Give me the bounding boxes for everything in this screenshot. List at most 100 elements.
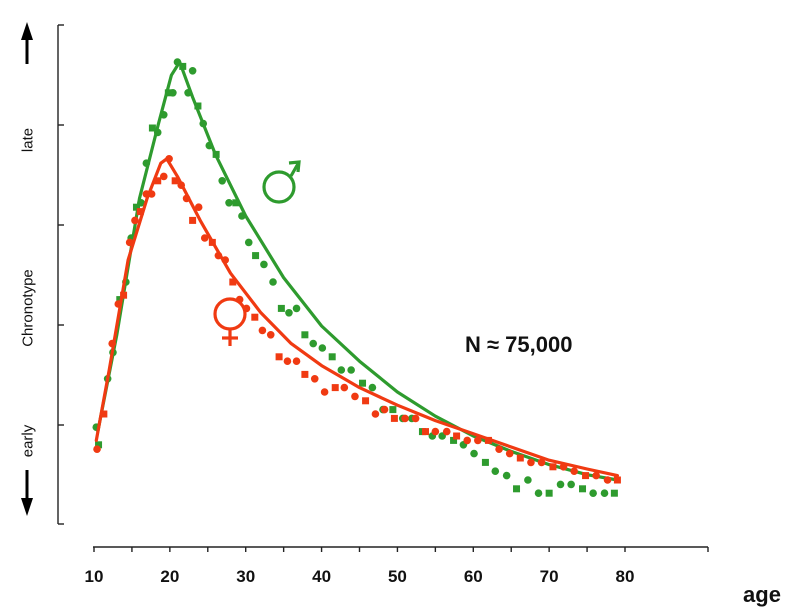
y-ticks	[58, 24, 64, 525]
series-1-point-31	[301, 370, 309, 378]
series-0-point-64	[610, 489, 618, 497]
x-tick-label-40: 40	[312, 567, 331, 586]
series-0-point-59	[556, 480, 565, 489]
series-0-point-32	[285, 309, 293, 317]
down-arrow-icon	[21, 470, 33, 516]
series-1-point-47	[463, 436, 472, 445]
series-1-point-41	[401, 414, 409, 423]
series-1-point-58	[582, 472, 590, 480]
series-1-point-28	[275, 353, 283, 361]
series-1-point-60	[603, 476, 612, 484]
series-1-point-1	[100, 410, 108, 418]
series-0-point-34	[301, 331, 309, 339]
series-1-point-51	[505, 449, 514, 458]
series-0-point-29	[260, 260, 268, 269]
series-1-point-44	[431, 427, 440, 436]
series-0-point-49	[450, 436, 458, 444]
x-tick-label-20: 20	[160, 567, 179, 586]
series-0-point-54	[502, 471, 511, 480]
axes	[57, 25, 708, 548]
series-0-fit-line	[96, 60, 619, 482]
series-0-point-19	[194, 102, 202, 110]
series-1-point-54	[537, 458, 546, 467]
x-tick-label-80: 80	[616, 567, 635, 586]
series-0-point-55	[513, 485, 521, 493]
series-1-point-52	[516, 454, 524, 462]
series-1-point-43	[421, 428, 429, 436]
series-1-point-22	[229, 278, 237, 286]
series-1-point-6	[131, 216, 139, 225]
series-0-point-61	[579, 485, 587, 493]
series-1-point-27	[266, 331, 275, 339]
series-0-point-1	[95, 441, 103, 449]
series-1-point-7	[136, 208, 144, 216]
series-1-fit-line	[94, 157, 619, 478]
series-1-point-57	[570, 467, 578, 476]
series-1-point-53	[527, 458, 535, 467]
series-1-point-29	[283, 357, 292, 366]
series-1-point-59	[592, 471, 600, 480]
series-1	[93, 155, 621, 484]
female-symbol-icon	[213, 297, 247, 346]
x-tick-label-60: 60	[464, 567, 483, 586]
series-0-point-43	[389, 406, 397, 414]
series-layer	[92, 58, 621, 498]
series-0-point-27	[244, 238, 253, 247]
series-0-point-58	[545, 489, 553, 497]
y-axis-label: Chronotype	[20, 269, 37, 347]
series-1-point-16	[189, 216, 197, 224]
series-1-point-50	[495, 445, 503, 454]
series-0-point-33	[292, 304, 301, 313]
series-0-point-10	[148, 124, 156, 132]
series-0-point-53	[491, 467, 500, 476]
series-0-point-39	[347, 366, 355, 374]
series-1-point-36	[351, 392, 359, 401]
y-label-late: late	[20, 128, 37, 152]
x-tick-labels: 10 20 30 40 50 60 70 80	[85, 567, 635, 586]
series-0-point-25	[232, 199, 240, 207]
series-1-point-26	[258, 326, 267, 335]
series-0-point-60	[567, 480, 575, 489]
series-0-point-31	[277, 304, 285, 312]
series-1-point-0	[93, 445, 101, 454]
x-tick-label-10: 10	[85, 567, 104, 586]
series-1-point-42	[411, 414, 420, 423]
series-1-point-32	[310, 375, 319, 383]
series-0-point-18	[188, 67, 197, 75]
series-0-point-57	[534, 489, 543, 498]
x-tick-label-30: 30	[236, 567, 255, 586]
series-1-point-48	[474, 436, 482, 445]
y-label-early: early	[20, 424, 37, 457]
series-0-point-23	[218, 177, 226, 185]
series-0-point-52	[481, 458, 489, 466]
series-1-point-61	[613, 476, 621, 484]
x-ticks	[93, 547, 709, 552]
series-1-point-37	[362, 397, 370, 405]
series-0-point-28	[252, 252, 260, 260]
series-1-point-17	[194, 203, 203, 211]
series-0-point-24	[225, 199, 233, 207]
series-0-point-41	[368, 383, 377, 392]
series-1-point-34	[331, 384, 339, 392]
series-1-point-33	[320, 388, 329, 396]
series-1-point-25	[251, 313, 259, 321]
x-tick-label-50: 50	[388, 567, 407, 586]
series-1-point-40	[390, 414, 398, 422]
series-0-point-14	[169, 89, 177, 97]
series-1-point-13	[171, 177, 179, 185]
series-1-point-30	[292, 357, 301, 366]
series-1-point-10	[154, 177, 162, 185]
series-0-point-30	[269, 278, 277, 286]
x-axis-label: age	[743, 582, 781, 607]
series-0-point-38	[337, 366, 346, 374]
series-0-point-35	[309, 339, 318, 348]
series-0-point-56	[524, 476, 532, 484]
up-arrow-icon	[21, 22, 33, 64]
series-1-point-55	[549, 463, 557, 471]
series-1-point-35	[340, 383, 349, 392]
series-1-point-11	[159, 172, 168, 181]
series-1-point-45	[442, 427, 451, 436]
series-0-point-63	[600, 489, 609, 498]
male-symbol-icon	[262, 160, 301, 204]
